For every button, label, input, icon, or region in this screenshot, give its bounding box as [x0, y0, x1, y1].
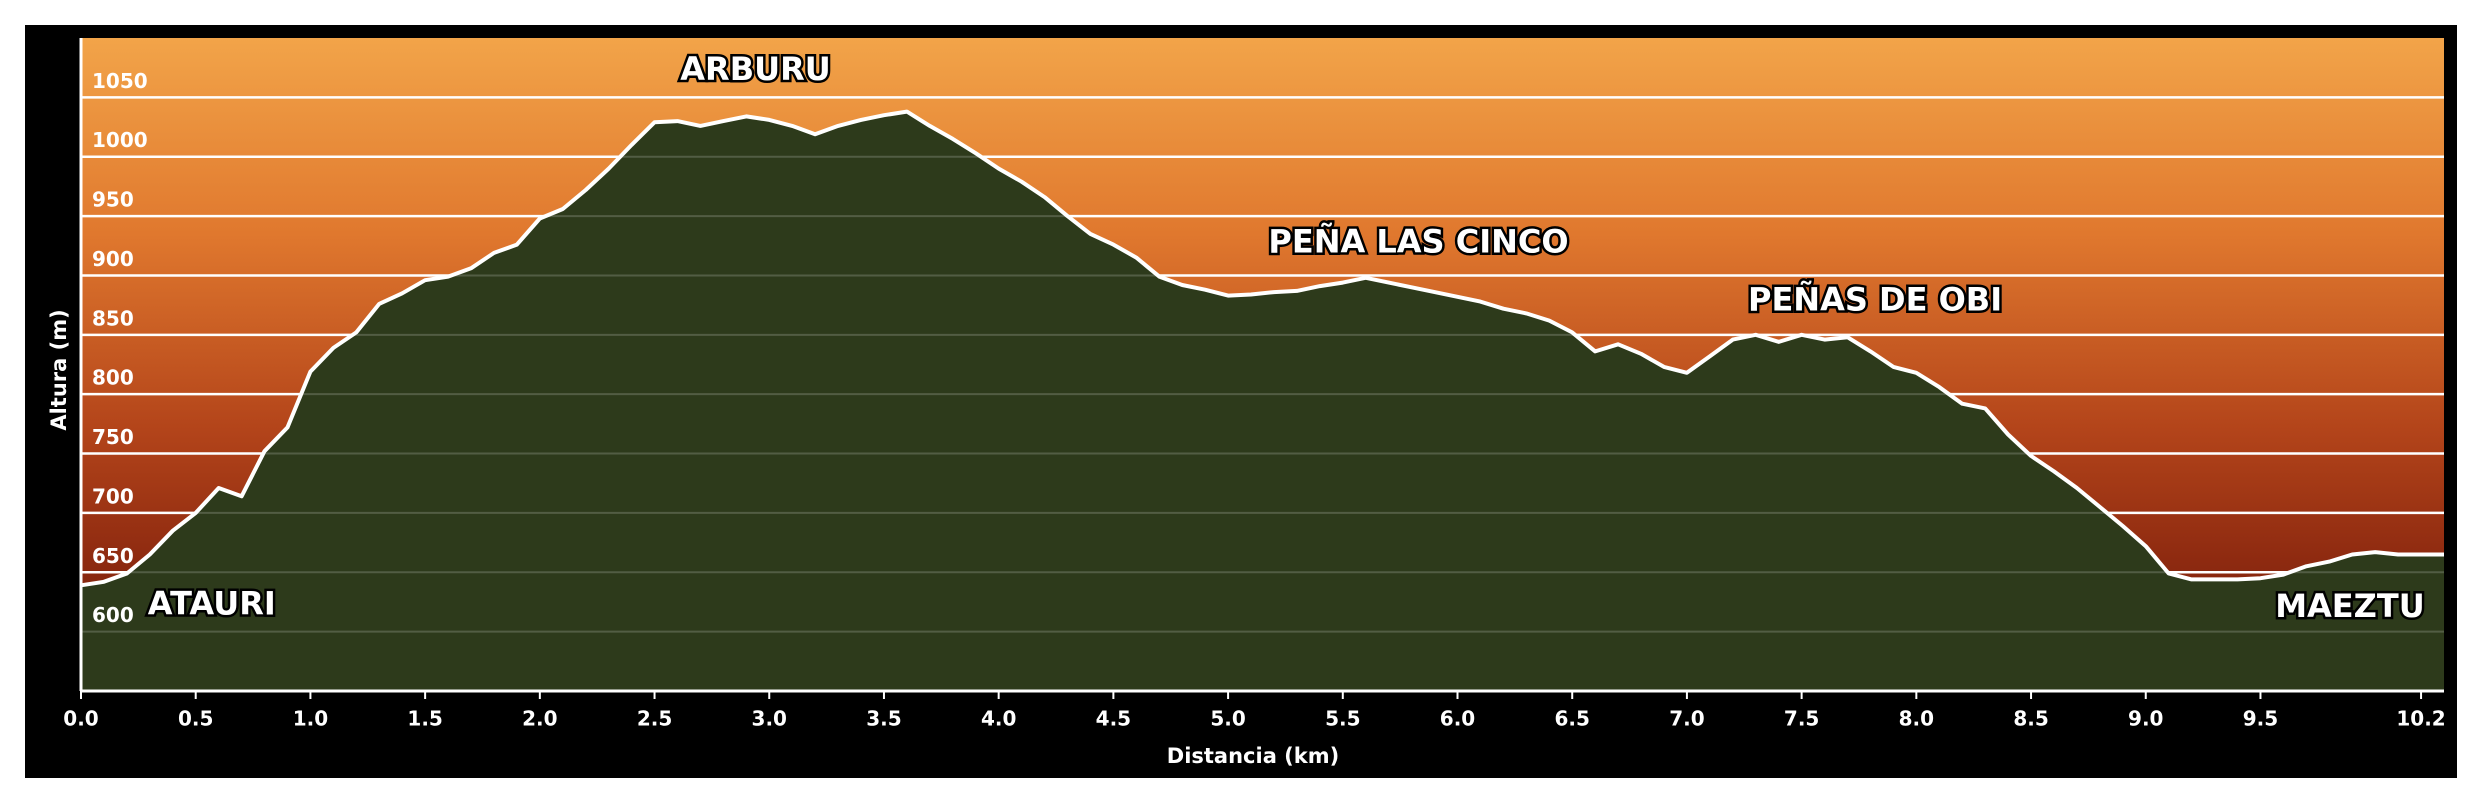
- x-tick-label: 4.0: [981, 707, 1016, 731]
- peak-label: PEÑA LAS CINCO: [1268, 222, 1568, 260]
- x-tick-label: 8.5: [2013, 707, 2048, 731]
- x-tick-label: 3.5: [866, 707, 901, 731]
- x-tick-label: 8.0: [1899, 707, 1934, 731]
- peak-label: MAEZTU: [2275, 587, 2424, 625]
- y-tick-label: 800: [92, 366, 134, 390]
- overlay: 600 650 700 750 800 850 900 950 1000 1050 0.0 0.5 1.…: [63, 38, 2446, 731]
- x-tick-label: 7.5: [1784, 707, 1819, 731]
- plot-area: [80, 109, 2444, 692]
- x-tick-label: 9.0: [2128, 707, 2163, 731]
- x-tick-label: 7.0: [1669, 707, 1704, 731]
- area: [81, 111, 2444, 692]
- x-tick-label: 0.0: [63, 707, 98, 731]
- x-tick-label: 4.5: [1096, 707, 1131, 731]
- x-tick-label: 1.5: [407, 707, 442, 731]
- x-tick-label: 2.5: [637, 707, 672, 731]
- y-tick-label: 600: [92, 603, 134, 627]
- y-tick-label: 950: [92, 188, 134, 212]
- x-tick-label: 9.5: [2243, 707, 2278, 731]
- y-tick-label: 1050: [92, 69, 148, 93]
- x-tick-label: 0.5: [178, 707, 213, 731]
- y-tick-label: 750: [92, 425, 134, 449]
- y-tick-label: 650: [92, 544, 134, 568]
- x-tick-label: 6.0: [1440, 707, 1475, 731]
- peak-label: ARBURU: [680, 50, 830, 88]
- peak-label: PEÑAS DE OBI: [1748, 281, 2002, 319]
- x-tick-label: 6.5: [1554, 707, 1589, 731]
- x-tick-label: 10.2: [2396, 707, 2445, 731]
- x-tick-label: 5.0: [1210, 707, 1245, 731]
- x-tick-label: 5.5: [1325, 707, 1360, 731]
- y-axis-title: Altura (m): [47, 309, 71, 430]
- line: [80, 109, 2444, 588]
- x-tick-label: 3.0: [752, 707, 787, 731]
- y-tick-label: 1000: [92, 128, 148, 152]
- y-tick-label: 900: [92, 247, 134, 271]
- x-tick-label: 2.0: [522, 707, 557, 731]
- x-axis-title: Distancia (km): [1167, 744, 1339, 768]
- x-tick-label: 1.0: [293, 707, 328, 731]
- y-tick-label: 700: [92, 484, 134, 508]
- peak-label: ATAURI: [148, 585, 276, 623]
- y-tick-label: 850: [92, 306, 134, 330]
